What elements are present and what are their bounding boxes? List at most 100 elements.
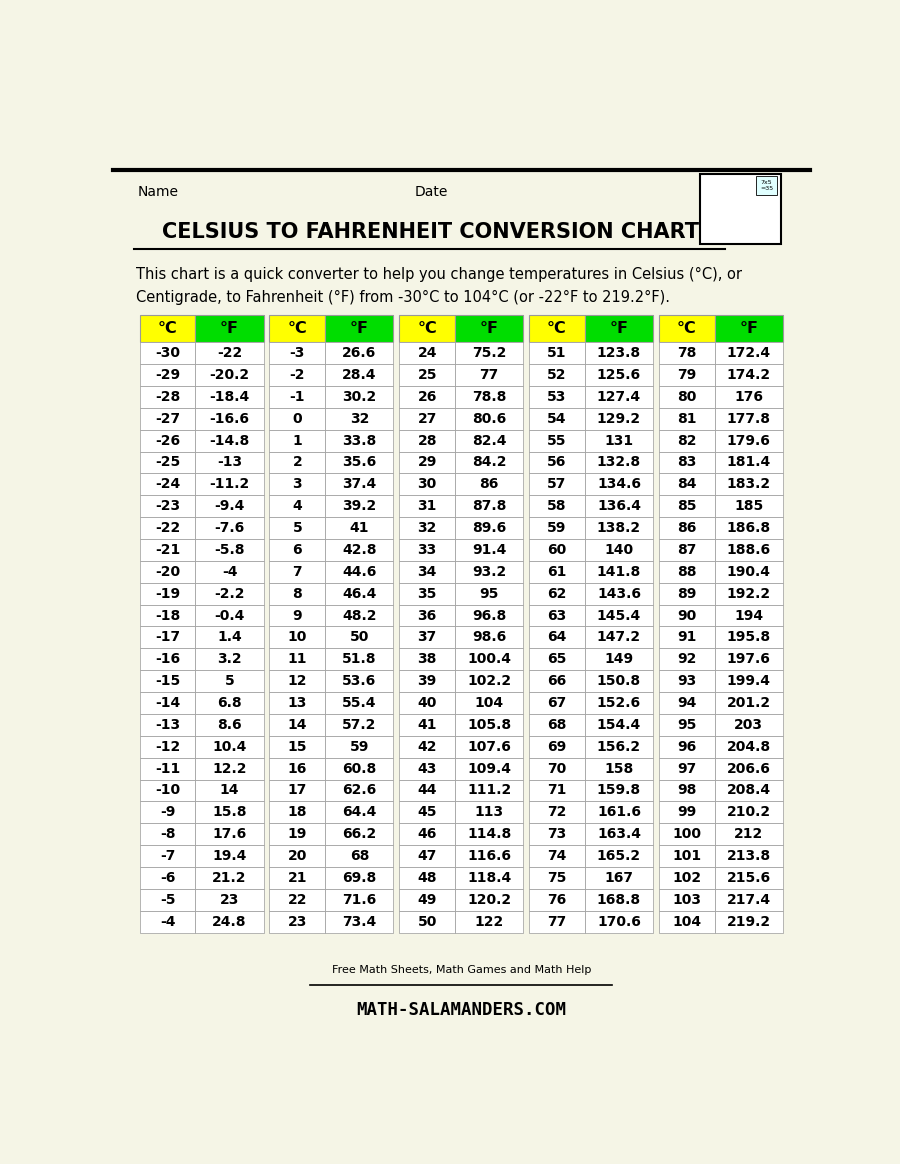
Text: 93.2: 93.2 [472,565,507,579]
Text: 22: 22 [288,893,307,907]
Bar [529,407,585,430]
Bar [715,315,783,342]
Bar [325,780,393,802]
Text: 29: 29 [418,455,436,469]
Bar [400,604,455,626]
Text: This chart is a quick converter to help you change temperatures in Celsius (°C),: This chart is a quick converter to help … [136,267,742,282]
Bar [455,561,523,583]
Text: 93: 93 [677,674,697,688]
Text: °F: °F [480,321,499,336]
Text: 86: 86 [480,477,499,491]
Text: 73.4: 73.4 [342,915,376,929]
Text: 123.8: 123.8 [597,346,641,360]
Text: 158: 158 [604,761,634,775]
Bar [269,430,325,452]
Bar [585,474,653,495]
Text: 194: 194 [734,609,763,623]
Bar [269,910,325,932]
Text: 15.8: 15.8 [212,805,247,819]
Text: 86: 86 [677,521,697,535]
Bar [400,407,455,430]
Text: 201.2: 201.2 [726,696,770,710]
Bar [585,452,653,474]
Text: 176: 176 [734,390,763,404]
Text: 172.4: 172.4 [726,346,770,360]
Text: 35: 35 [418,587,436,601]
Bar [195,802,264,823]
Text: 210.2: 210.2 [726,805,770,819]
Bar [269,845,325,867]
Text: 5: 5 [292,521,302,535]
Text: 61: 61 [547,565,567,579]
Bar [195,910,264,932]
Bar [140,714,195,736]
Text: 62: 62 [547,587,567,601]
Bar [585,495,653,517]
Text: 8.6: 8.6 [217,718,242,732]
Text: 118.4: 118.4 [467,871,511,885]
Bar [195,780,264,802]
Text: -21: -21 [155,542,180,556]
Text: 26: 26 [418,390,436,404]
Bar [195,315,264,342]
Text: 72: 72 [547,805,567,819]
Bar [269,802,325,823]
Text: 138.2: 138.2 [597,521,641,535]
Text: °F: °F [739,321,759,336]
Bar [140,474,195,495]
Bar [455,736,523,758]
Bar [325,823,393,845]
Text: 168.8: 168.8 [597,893,641,907]
Bar [659,736,715,758]
Bar [400,315,455,342]
Bar [585,714,653,736]
Bar [585,604,653,626]
Text: °C: °C [287,321,307,336]
Text: 81: 81 [677,412,697,426]
Bar [140,430,195,452]
Bar [529,364,585,386]
Text: -20: -20 [155,565,180,579]
Bar [715,910,783,932]
Text: 145.4: 145.4 [597,609,641,623]
Text: 34: 34 [418,565,436,579]
Bar [585,315,653,342]
Text: 109.4: 109.4 [467,761,511,775]
Bar [715,342,783,364]
Bar [585,910,653,932]
Bar [140,648,195,670]
Bar [400,845,455,867]
Text: 46: 46 [418,828,436,842]
Bar [529,386,585,407]
Text: 30: 30 [418,477,436,491]
Text: 15: 15 [288,740,307,754]
Text: 67: 67 [547,696,567,710]
Bar [140,889,195,910]
Text: -18.4: -18.4 [210,390,249,404]
Text: 167: 167 [605,871,634,885]
Bar [585,364,653,386]
Bar [529,693,585,714]
Bar [659,910,715,932]
Text: 161.6: 161.6 [597,805,641,819]
Bar [585,670,653,693]
Text: 64.4: 64.4 [342,805,376,819]
Bar [715,780,783,802]
Text: 51: 51 [547,346,567,360]
Text: 114.8: 114.8 [467,828,511,842]
Bar [325,495,393,517]
Bar [140,495,195,517]
Bar [455,407,523,430]
Bar [455,495,523,517]
Bar [715,670,783,693]
Bar [659,845,715,867]
Text: 11: 11 [288,652,307,666]
Bar [269,386,325,407]
Text: -7.6: -7.6 [214,521,245,535]
Text: 2: 2 [292,455,302,469]
Text: 206.6: 206.6 [727,761,770,775]
Text: 3.2: 3.2 [217,652,242,666]
Text: 177.8: 177.8 [727,412,770,426]
Bar [269,670,325,693]
Bar [269,517,325,539]
